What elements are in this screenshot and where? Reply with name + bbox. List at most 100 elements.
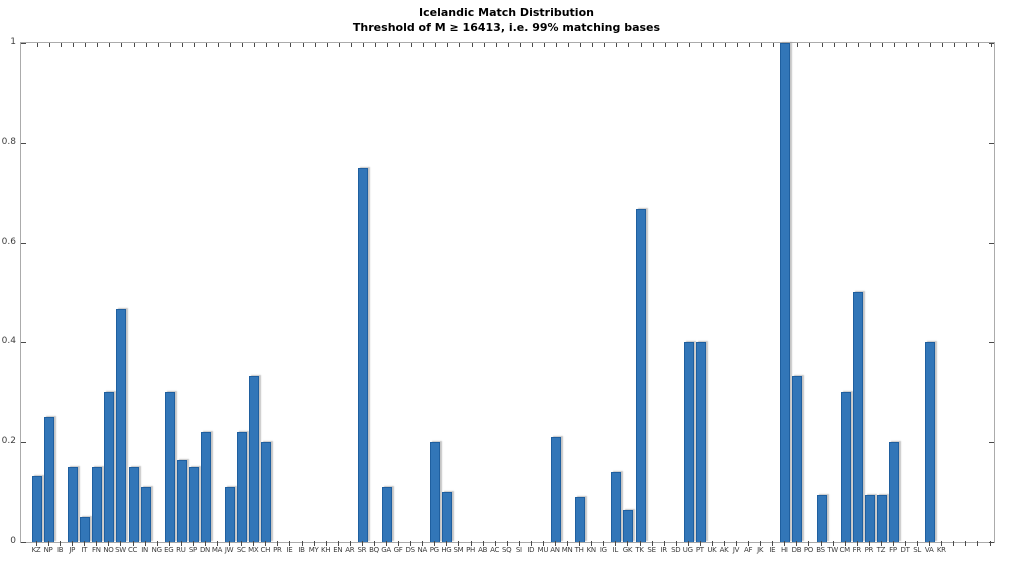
x-tick-label: UK bbox=[707, 546, 717, 554]
x-axis-top-tick bbox=[254, 43, 256, 47]
bar bbox=[636, 209, 646, 542]
bar bbox=[261, 442, 271, 542]
x-tick-label: RU bbox=[176, 546, 186, 554]
bar bbox=[780, 43, 790, 542]
bar bbox=[32, 476, 42, 542]
x-tick-label: IT bbox=[81, 546, 88, 554]
x-axis-top-tick bbox=[712, 43, 714, 47]
x-tick-label: SP bbox=[188, 546, 197, 554]
x-axis-top-tick bbox=[724, 43, 726, 47]
bar bbox=[358, 168, 368, 542]
x-axis-top-tick bbox=[845, 43, 847, 47]
x-axis-top-tick bbox=[833, 43, 835, 47]
y-axis-right-tick bbox=[989, 342, 994, 343]
x-axis-top-tick bbox=[918, 43, 920, 47]
y-axis-right-tick bbox=[989, 143, 994, 144]
x-tick-label: UG bbox=[682, 546, 693, 554]
x-tick-label: TZ bbox=[876, 546, 886, 554]
bar bbox=[696, 342, 706, 542]
x-axis-top-tick bbox=[326, 43, 328, 47]
x-tick-label: NA bbox=[417, 546, 428, 554]
x-axis-top-tick bbox=[374, 43, 376, 47]
x-axis-top-tick bbox=[797, 43, 799, 47]
x-axis-top-tick bbox=[218, 43, 220, 47]
y-tick-label: 0.8 bbox=[1, 137, 16, 147]
x-tick-label: KZ bbox=[31, 546, 41, 554]
x-axis-top-tick bbox=[193, 43, 195, 47]
x-tick-label: DB bbox=[791, 546, 802, 554]
x-axis-top-tick bbox=[145, 43, 147, 47]
x-tick-label: DS bbox=[405, 546, 416, 554]
x-tick-label: PT bbox=[695, 546, 704, 554]
x-axis-top-tick bbox=[169, 43, 171, 47]
x-axis-top-tick bbox=[49, 43, 51, 47]
x-axis-top-tick bbox=[616, 43, 618, 47]
x-axis-top-tick bbox=[857, 43, 859, 47]
y-tick-label: 0 bbox=[10, 536, 16, 546]
x-tick-label: IN bbox=[141, 546, 148, 554]
bar bbox=[925, 342, 935, 542]
bar bbox=[141, 487, 151, 542]
x-tick-label: IE bbox=[769, 546, 776, 554]
x-axis-top-tick bbox=[978, 43, 980, 47]
bar bbox=[853, 292, 863, 542]
x-tick-label: EN bbox=[333, 546, 343, 554]
x-axis-top-tick bbox=[242, 43, 244, 47]
x-tick-label: SC bbox=[236, 546, 246, 554]
x-tick-label: HI bbox=[780, 546, 788, 554]
bar bbox=[889, 442, 899, 542]
x-tick-label: NO bbox=[103, 546, 114, 554]
x-tick-label: DN bbox=[199, 546, 210, 554]
x-axis-top-tick bbox=[869, 43, 871, 47]
x-tick-label: IL bbox=[612, 546, 619, 554]
bar bbox=[611, 472, 621, 542]
y-axis-tick bbox=[21, 43, 26, 44]
x-tick-label: NP bbox=[43, 546, 53, 554]
x-tick-label: FP bbox=[889, 546, 897, 554]
x-axis-top-tick bbox=[495, 43, 497, 47]
x-axis-top-tick bbox=[543, 43, 545, 47]
bar bbox=[442, 492, 452, 542]
x-tick-label: JK bbox=[757, 546, 764, 554]
x-tick-label: AF bbox=[744, 546, 753, 554]
x-tick-label: MU bbox=[537, 546, 549, 554]
x-tick-label: TH bbox=[574, 546, 584, 554]
x-axis-top-tick bbox=[362, 43, 364, 47]
x-axis-top-tick bbox=[459, 43, 461, 47]
x-tick-label: AB bbox=[478, 546, 488, 554]
x-axis-top-tick bbox=[592, 43, 594, 47]
x-tick-label: KH bbox=[321, 546, 331, 554]
chart-title: Icelandic Match Distribution bbox=[419, 6, 594, 19]
x-axis-top-tick bbox=[338, 43, 340, 47]
bar bbox=[201, 432, 211, 542]
bar bbox=[430, 442, 440, 542]
bar bbox=[44, 417, 54, 542]
x-tick-label: IB bbox=[298, 546, 305, 554]
x-axis-top-tick bbox=[314, 43, 316, 47]
x-axis-top-tick bbox=[399, 43, 401, 47]
x-axis-top-tick bbox=[954, 43, 956, 47]
x-tick-label: CM bbox=[839, 546, 851, 554]
bar bbox=[116, 309, 126, 542]
x-tick-label: SM bbox=[453, 546, 464, 554]
y-axis-tick bbox=[21, 342, 26, 343]
x-tick-label: TW bbox=[827, 546, 838, 554]
y-axis-tick bbox=[21, 442, 26, 443]
x-axis-top-tick bbox=[580, 43, 582, 47]
x-tick-label: EG bbox=[164, 546, 174, 554]
x-axis-top-tick bbox=[930, 43, 932, 47]
bar bbox=[104, 392, 114, 542]
x-tick-label: JP bbox=[69, 546, 76, 554]
x-axis-top-tick bbox=[37, 43, 38, 47]
x-tick-label: VA bbox=[924, 546, 934, 554]
x-tick-label: SI bbox=[515, 546, 522, 554]
y-axis-tick bbox=[21, 243, 26, 244]
x-axis-top-tick bbox=[109, 43, 111, 47]
y-tick-label: 1 bbox=[10, 37, 16, 47]
x-tick-label: FN bbox=[92, 546, 101, 554]
y-axis-right-tick bbox=[989, 442, 994, 443]
y-axis-right-tick bbox=[989, 243, 994, 244]
x-axis-top-tick bbox=[290, 43, 292, 47]
x-axis-top-tick bbox=[278, 43, 280, 47]
x-tick-label: PH bbox=[466, 546, 475, 554]
